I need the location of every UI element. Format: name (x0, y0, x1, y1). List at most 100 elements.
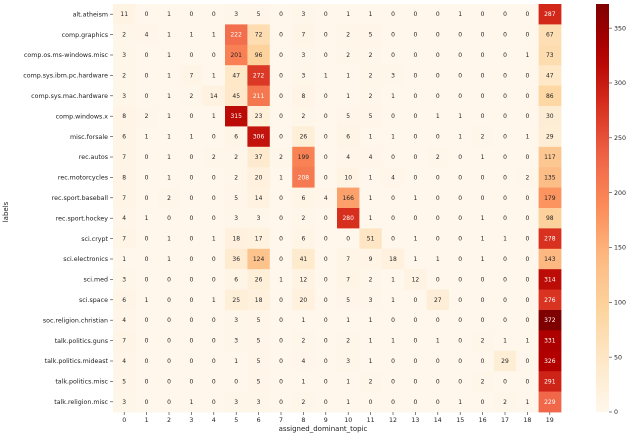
heatmap-cell (292, 330, 315, 352)
y-axis-tick-label: talk.religion.misc (54, 399, 108, 406)
heatmap-cell (426, 106, 450, 127)
heatmap-cell-value: 331 (544, 338, 556, 345)
heatmap-cell-value: 3 (257, 399, 261, 406)
heatmap-cell (381, 44, 405, 66)
heatmap-cell-value: 0 (189, 11, 193, 18)
heatmap-cell-value: 2 (369, 72, 373, 79)
colorbar-tick-label: 300 (614, 80, 626, 87)
heatmap-cell (381, 187, 405, 209)
heatmap-cell-value: 0 (234, 378, 238, 385)
heatmap-cell (404, 248, 427, 270)
heatmap-cell (314, 330, 338, 352)
heatmap-cell (337, 330, 360, 352)
heatmap-cell-value: 2 (145, 113, 149, 120)
heatmap-cell (180, 4, 203, 25)
heatmap-cell (381, 126, 405, 148)
heatmap-cell-value: 229 (544, 399, 556, 406)
heatmap-cell (493, 391, 517, 413)
heatmap-cell-value: 0 (525, 32, 529, 39)
heatmap-cell (247, 269, 271, 290)
heatmap-cell-value: 3 (122, 93, 126, 100)
heatmap-cell-value: 4 (346, 154, 350, 161)
heatmap-cell-value: 6 (301, 195, 305, 202)
heatmap-cell-value: 3 (234, 399, 238, 406)
heatmap-cell-value: 0 (413, 72, 417, 79)
heatmap-cell (314, 350, 338, 372)
heatmap-cell-value: 0 (189, 276, 193, 283)
heatmap-cell-value: 1 (413, 256, 417, 263)
heatmap-cell (202, 106, 226, 127)
heatmap-cell (135, 330, 159, 352)
heatmap-cell-value: 0 (481, 11, 485, 18)
heatmap-cell-value: 2 (212, 154, 216, 161)
heatmap-cell (426, 44, 450, 66)
heatmap-cell (471, 208, 495, 229)
heatmap-cell-value: 25 (232, 297, 240, 304)
heatmap-cell (202, 44, 226, 66)
heatmap-cell (516, 208, 539, 229)
heatmap-cell (113, 350, 136, 372)
heatmap-cell (292, 228, 315, 250)
heatmap-cell (269, 269, 293, 290)
heatmap-cell (449, 4, 472, 25)
heatmap-cell (292, 126, 315, 148)
heatmap-cell (180, 330, 203, 352)
heatmap-cell-value: 1 (369, 11, 373, 18)
heatmap-cell (538, 167, 562, 188)
heatmap-cell-value: 0 (481, 32, 485, 39)
heatmap-cell-value: 1 (145, 215, 149, 222)
heatmap-cell (404, 44, 427, 66)
heatmap-cell-value: 0 (436, 358, 440, 365)
heatmap-cell (404, 146, 427, 168)
heatmap-cell-value: 1 (167, 154, 171, 161)
heatmap-cell (538, 106, 562, 127)
y-axis-tick-label: talk.politics.guns (55, 338, 108, 345)
heatmap-cell-value: 0 (145, 276, 149, 283)
heatmap-cell (516, 167, 539, 188)
heatmap-cell (202, 208, 226, 229)
heatmap-cell (269, 85, 293, 107)
heatmap-cell-value: 1 (346, 72, 350, 79)
heatmap-cell (404, 187, 427, 209)
colorbar (596, 4, 609, 412)
heatmap-cell-value: 47 (546, 72, 554, 79)
heatmap-cell-value: 36 (232, 256, 240, 263)
heatmap-cell-value: 2 (525, 174, 529, 181)
heatmap-cell-value: 0 (503, 113, 507, 120)
heatmap-cell (359, 289, 383, 311)
heatmap-cell-value: 0 (369, 399, 373, 406)
heatmap-cell (135, 106, 159, 127)
heatmap-cell (449, 371, 472, 392)
heatmap-cell (516, 310, 539, 331)
heatmap-cell (247, 208, 271, 229)
heatmap-cell-value: 2 (279, 154, 283, 161)
heatmap-cell (449, 391, 472, 413)
heatmap-cell (337, 248, 360, 270)
heatmap-cell-value: 0 (413, 52, 417, 59)
heatmap-cell-value: 0 (436, 174, 440, 181)
heatmap-cell (113, 24, 136, 46)
heatmap-cell (449, 350, 472, 372)
x-axis-tick-label: 1 (145, 417, 149, 424)
heatmap-cell-value: 0 (458, 215, 462, 222)
heatmap-cell-value: 0 (189, 338, 193, 345)
heatmap-cell-value: 0 (189, 215, 193, 222)
heatmap-cell-value: 2 (346, 338, 350, 345)
heatmap-cell-value: 0 (525, 276, 529, 283)
heatmap-cell (269, 4, 293, 25)
heatmap-cell (337, 391, 360, 413)
heatmap-cell (381, 330, 405, 352)
heatmap-cell (449, 208, 472, 229)
heatmap-cell-value: 1 (167, 236, 171, 243)
colorbar-tick-label: 100 (614, 300, 626, 307)
heatmap-cell (337, 208, 360, 229)
x-axis-tick-label: 12 (389, 417, 397, 424)
heatmap-cell (404, 126, 427, 148)
heatmap-cell (135, 228, 159, 250)
heatmap-cell (359, 4, 383, 25)
heatmap-cell (449, 187, 472, 209)
heatmap-cell-value: 2 (122, 32, 126, 39)
heatmap-cell-value: 6 (122, 297, 126, 304)
heatmap-cell (538, 248, 562, 270)
heatmap-cell-value: 0 (525, 317, 529, 324)
